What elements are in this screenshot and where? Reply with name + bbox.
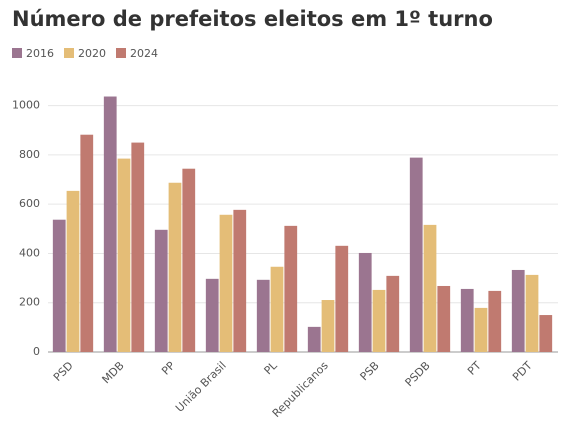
legend-label: 2016 xyxy=(26,47,54,60)
bar xyxy=(474,307,488,352)
bar xyxy=(335,245,349,352)
chart-title: Número de prefeitos eleitos em 1º turno xyxy=(12,7,493,31)
bar xyxy=(103,96,117,353)
bar xyxy=(358,252,372,352)
x-tick-label: PT xyxy=(465,359,484,378)
y-tick-label: 400 xyxy=(19,246,40,259)
y-tick-label: 1000 xyxy=(12,99,40,112)
legend-swatch xyxy=(64,48,74,58)
y-tick-label: 0 xyxy=(33,345,40,358)
bar xyxy=(372,289,386,352)
bar xyxy=(168,182,182,352)
x-tick-label: PDT xyxy=(510,359,535,384)
bar xyxy=(233,209,247,352)
bar xyxy=(386,275,400,352)
bar xyxy=(423,224,437,352)
y-tick-label: 200 xyxy=(19,296,40,309)
bar xyxy=(270,266,284,352)
bar xyxy=(256,279,270,352)
bar xyxy=(52,219,66,352)
bar xyxy=(307,326,321,352)
bar xyxy=(205,278,219,352)
bar xyxy=(117,158,131,352)
bar xyxy=(131,142,145,352)
bar xyxy=(511,269,525,352)
bar xyxy=(437,285,451,352)
bar xyxy=(219,214,233,352)
legend-label: 2024 xyxy=(130,47,158,60)
bar xyxy=(460,288,474,352)
x-tick-label: PSB xyxy=(358,359,382,383)
bar xyxy=(80,134,94,352)
bar xyxy=(182,168,196,352)
bar xyxy=(154,229,168,352)
bar xyxy=(539,315,553,352)
x-tick-label: PL xyxy=(262,358,281,377)
x-tick-label: PSD xyxy=(51,359,76,384)
bar xyxy=(409,157,423,352)
bar xyxy=(66,190,80,352)
bar xyxy=(284,225,298,352)
legend-label: 2020 xyxy=(78,47,106,60)
legend-swatch xyxy=(116,48,126,58)
x-tick-label: União Brasil xyxy=(173,359,229,415)
bar xyxy=(488,290,502,352)
x-tick-label: PP xyxy=(159,359,178,378)
x-tick-label: MDB xyxy=(100,359,127,386)
bar xyxy=(321,300,335,352)
legend-swatch xyxy=(12,48,22,58)
x-tick-label: PSDB xyxy=(403,359,433,389)
y-tick-label: 600 xyxy=(19,197,40,210)
bar xyxy=(525,274,539,352)
y-tick-label: 800 xyxy=(19,148,40,161)
